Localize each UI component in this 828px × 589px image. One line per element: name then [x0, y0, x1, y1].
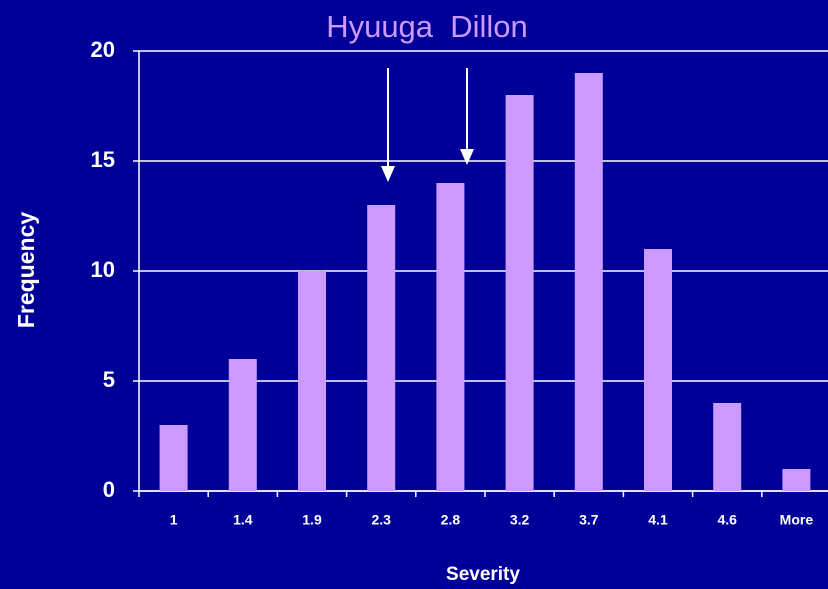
bar [298, 271, 326, 491]
y-tick-label: 0 [103, 477, 115, 502]
y-tick-label: 15 [91, 147, 115, 172]
bar [644, 249, 672, 491]
x-tick-label: 4.1 [648, 512, 668, 528]
chart-title: Hyuuga Dillon [326, 9, 528, 44]
y-tick-label: 5 [103, 367, 115, 392]
x-tick-label: 3.7 [579, 512, 599, 528]
x-tick-label: 1 [170, 512, 178, 528]
bar [367, 205, 396, 491]
x-tick-label: 2.3 [371, 512, 391, 528]
x-tick-label: 2.8 [441, 512, 461, 528]
arrow [460, 68, 474, 165]
x-tick-label: 4.6 [717, 512, 737, 528]
x-tick-label: More [780, 512, 814, 528]
bar [159, 425, 188, 491]
bar [436, 183, 465, 491]
x-tick-label: 3.2 [510, 512, 530, 528]
bar [782, 469, 811, 491]
bar [713, 403, 742, 491]
x-axis-label: Severity [446, 564, 520, 585]
bar [228, 359, 257, 491]
arrow [381, 68, 395, 182]
x-tick-label: 1.4 [233, 512, 253, 528]
y-axis-label: Frequency [13, 212, 39, 329]
y-tick-label: 20 [91, 37, 115, 62]
x-tick-label: 1.9 [302, 512, 322, 528]
bar [574, 73, 603, 491]
y-tick-label: 10 [91, 257, 115, 282]
bar [505, 95, 534, 491]
